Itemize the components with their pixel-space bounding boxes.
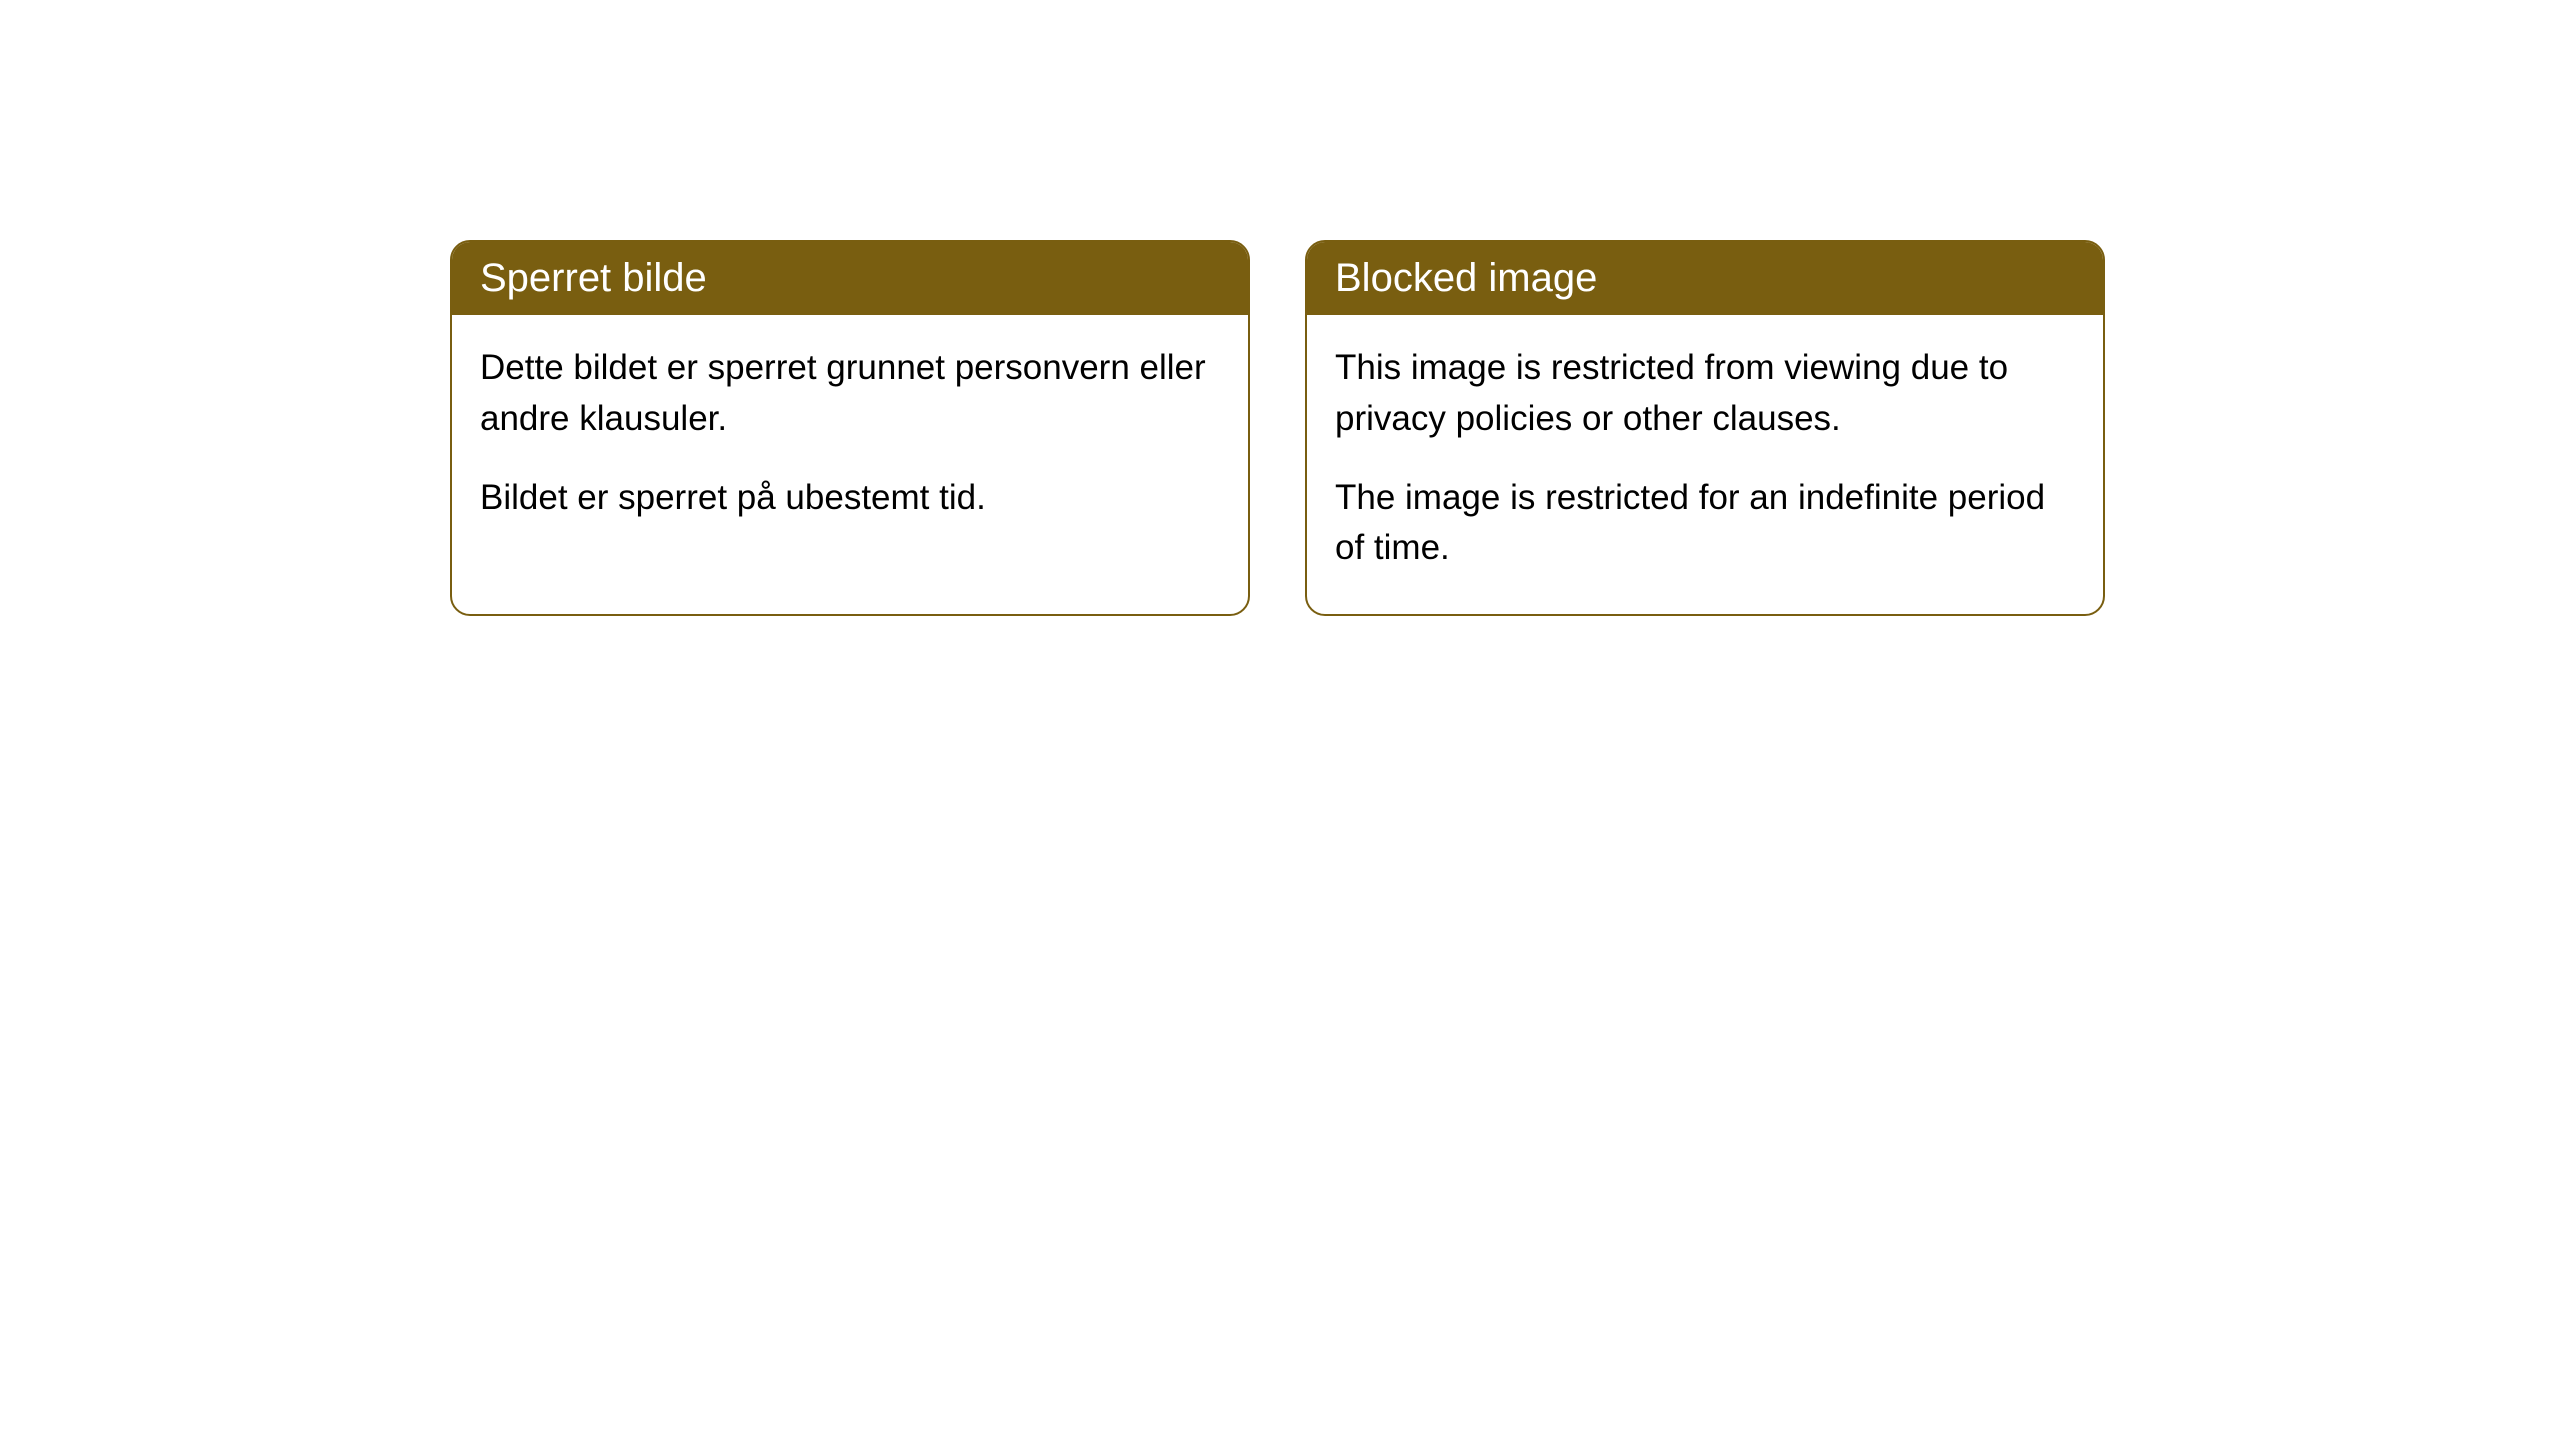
card-body: Dette bildet er sperret grunnet personve… xyxy=(452,315,1248,563)
card-paragraph-2: The image is restricted for an indefinit… xyxy=(1335,473,2075,575)
card-paragraph-2: Bildet er sperret på ubestemt tid. xyxy=(480,473,1220,524)
blocked-image-card-norwegian: Sperret bilde Dette bildet er sperret gr… xyxy=(450,240,1250,616)
card-body: This image is restricted from viewing du… xyxy=(1307,315,2103,614)
card-paragraph-1: Dette bildet er sperret grunnet personve… xyxy=(480,343,1220,445)
card-title: Sperret bilde xyxy=(480,256,707,300)
blocked-image-card-english: Blocked image This image is restricted f… xyxy=(1305,240,2105,616)
card-paragraph-1: This image is restricted from viewing du… xyxy=(1335,343,2075,445)
card-header: Blocked image xyxy=(1307,242,2103,315)
card-title: Blocked image xyxy=(1335,256,1597,300)
notice-cards-container: Sperret bilde Dette bildet er sperret gr… xyxy=(450,240,2560,616)
card-header: Sperret bilde xyxy=(452,242,1248,315)
